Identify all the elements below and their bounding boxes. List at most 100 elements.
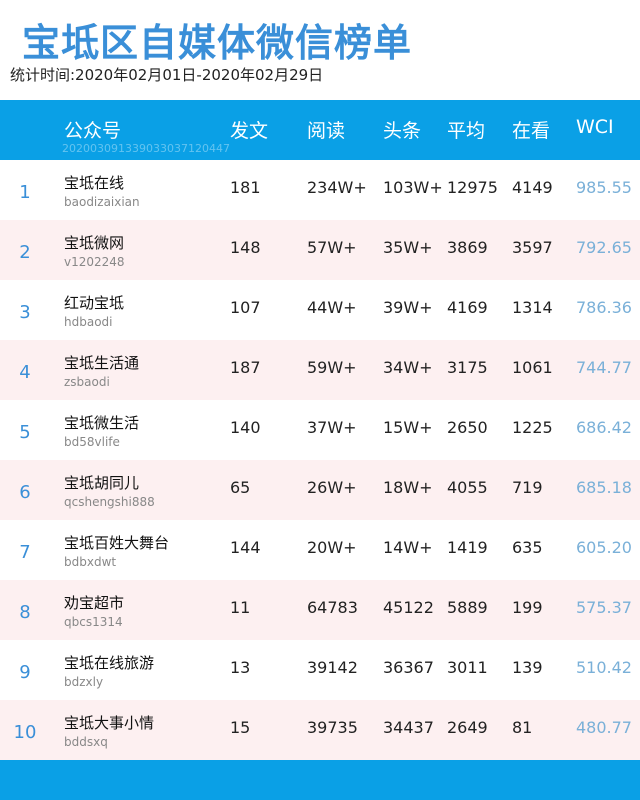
cell-value: 5889 <box>447 598 488 617</box>
column-header: WCI <box>576 116 614 138</box>
account-name: 宝坻生活通 <box>64 354 140 372</box>
cell-value: 148 <box>230 238 261 257</box>
cell-value: 1419 <box>447 538 488 557</box>
cell-value: 1225 <box>512 418 553 437</box>
wci-value: 605.20 <box>576 538 632 557</box>
account-name: 宝坻大事小情 <box>64 714 155 732</box>
subtitle: 统计时间:2020年02月01日-2020年02月29日 <box>10 66 324 84</box>
account-name: 劝宝超市 <box>64 594 125 612</box>
cell-value: 35W+ <box>383 238 433 257</box>
cell-value: 11 <box>230 598 251 617</box>
rank: 8 <box>19 602 31 623</box>
cell-value: 39W+ <box>383 298 433 317</box>
cell-value: 4169 <box>447 298 488 317</box>
wci-value: 685.18 <box>576 478 632 497</box>
cell-value: 39735 <box>307 718 358 737</box>
account-name: 宝坻百姓大舞台 <box>64 534 170 552</box>
cell-value: 107 <box>230 298 261 317</box>
cell-value: 144 <box>230 538 261 557</box>
cell-value: 3869 <box>447 238 488 257</box>
cell-value: 635 <box>512 538 543 557</box>
table-row: 9 宝坻在线旅游 bdzxly 13 39142 36367 3011 139 510.42 <box>0 640 640 700</box>
column-header: 公众号 <box>64 120 122 142</box>
wci-value: 985.55 <box>576 178 632 197</box>
account-id: bdzxly <box>64 675 104 689</box>
account-id: zsbaodi <box>64 375 110 389</box>
wci-value: 575.37 <box>576 598 632 617</box>
cell-value: 39142 <box>307 658 358 677</box>
wci-value: 744.77 <box>576 358 632 377</box>
cell-value: 37W+ <box>307 418 357 437</box>
cell-value: 34437 <box>383 718 434 737</box>
column-header: 平均 <box>447 120 486 142</box>
cell-value: 1061 <box>512 358 553 377</box>
wci-value: 480.77 <box>576 718 632 737</box>
cell-value: 2650 <box>447 418 488 437</box>
cell-value: 4055 <box>447 478 488 497</box>
cell-value: 12975 <box>447 178 498 197</box>
column-header: 在看 <box>512 120 551 142</box>
cell-value: 181 <box>230 178 261 197</box>
cell-value: 59W+ <box>307 358 357 377</box>
watermark: 202003091339033037120447 <box>62 142 230 155</box>
wci-value: 786.36 <box>576 298 632 317</box>
column-header: 头条 <box>383 120 422 142</box>
cell-value: 15W+ <box>383 418 433 437</box>
rank: 9 <box>19 662 31 683</box>
rank: 5 <box>19 422 31 443</box>
cell-value: 2649 <box>447 718 488 737</box>
cell-value: 3011 <box>447 658 488 677</box>
account-id: v1202248 <box>64 255 125 269</box>
account-name: 宝坻在线旅游 <box>64 654 155 672</box>
table-row: 7 宝坻百姓大舞台 bdbxdwt 144 20W+ 14W+ 1419 635 605.20 <box>0 520 640 580</box>
account-id: bdbxdwt <box>64 555 117 569</box>
cell-value: 44W+ <box>307 298 357 317</box>
cell-value: 81 <box>512 718 533 737</box>
cell-value: 234W+ <box>307 178 367 197</box>
cell-value: 3597 <box>512 238 553 257</box>
cell-value: 20W+ <box>307 538 357 557</box>
table-row: 3 红动宝坻 hdbaodi 107 44W+ 39W+ 4169 1314 786.36 <box>0 280 640 340</box>
rank: 6 <box>19 482 31 503</box>
rank: 4 <box>19 362 31 383</box>
account-id: qbcs1314 <box>64 615 123 629</box>
cell-value: 57W+ <box>307 238 357 257</box>
account-id: bddsxq <box>64 735 108 749</box>
table-row: 5 宝坻微生活 bd58vlife 140 37W+ 15W+ 2650 1225 686.42 <box>0 400 640 460</box>
cell-value: 199 <box>512 598 543 617</box>
cell-value: 4149 <box>512 178 553 197</box>
rank: 3 <box>19 302 31 323</box>
cell-value: 36367 <box>383 658 434 677</box>
rank: 2 <box>19 242 31 263</box>
cell-value: 140 <box>230 418 261 437</box>
table-header: 202003091339033037120447 公众号 发文 阅读 头条 平均 在看 WC… <box>0 100 640 160</box>
cell-value: 34W+ <box>383 358 433 377</box>
cell-value: 65 <box>230 478 251 497</box>
account-name: 宝坻胡同儿 <box>64 474 140 492</box>
table-row: 1 宝坻在线 baodizaixian 181 234W+ 103W+ 12975 4149 9… <box>0 160 640 220</box>
cell-value: 3175 <box>447 358 488 377</box>
cell-value: 14W+ <box>383 538 433 557</box>
cell-value: 139 <box>512 658 543 677</box>
cell-value: 64783 <box>307 598 358 617</box>
column-header: 发文 <box>230 120 269 142</box>
title: 宝坻区自媒体微信榜单 <box>22 21 413 65</box>
table-row: 10 宝坻大事小情 bddsxq 15 39735 34437 2649 81 480.77 <box>0 700 640 760</box>
table-row: 6 宝坻胡同儿 qcshengshi888 65 26W+ 18W+ 4055 719 685.… <box>0 460 640 520</box>
wci-value: 686.42 <box>576 418 632 437</box>
account-id: bd58vlife <box>64 435 120 449</box>
cell-value: 1314 <box>512 298 553 317</box>
table-row: 2 宝坻微网 v1202248 148 57W+ 35W+ 3869 3597 792.65 <box>0 220 640 280</box>
wci-value: 510.42 <box>576 658 632 677</box>
rank: 7 <box>19 542 31 563</box>
account-id: baodizaixian <box>64 195 140 209</box>
cell-value: 18W+ <box>383 478 433 497</box>
account-name: 宝坻在线 <box>64 174 125 192</box>
account-name: 宝坻微网 <box>64 234 125 252</box>
cell-value: 45122 <box>383 598 434 617</box>
column-header: 阅读 <box>307 120 346 142</box>
account-name: 红动宝坻 <box>64 294 125 312</box>
account-name: 宝坻微生活 <box>64 414 140 432</box>
account-id: hdbaodi <box>64 315 113 329</box>
